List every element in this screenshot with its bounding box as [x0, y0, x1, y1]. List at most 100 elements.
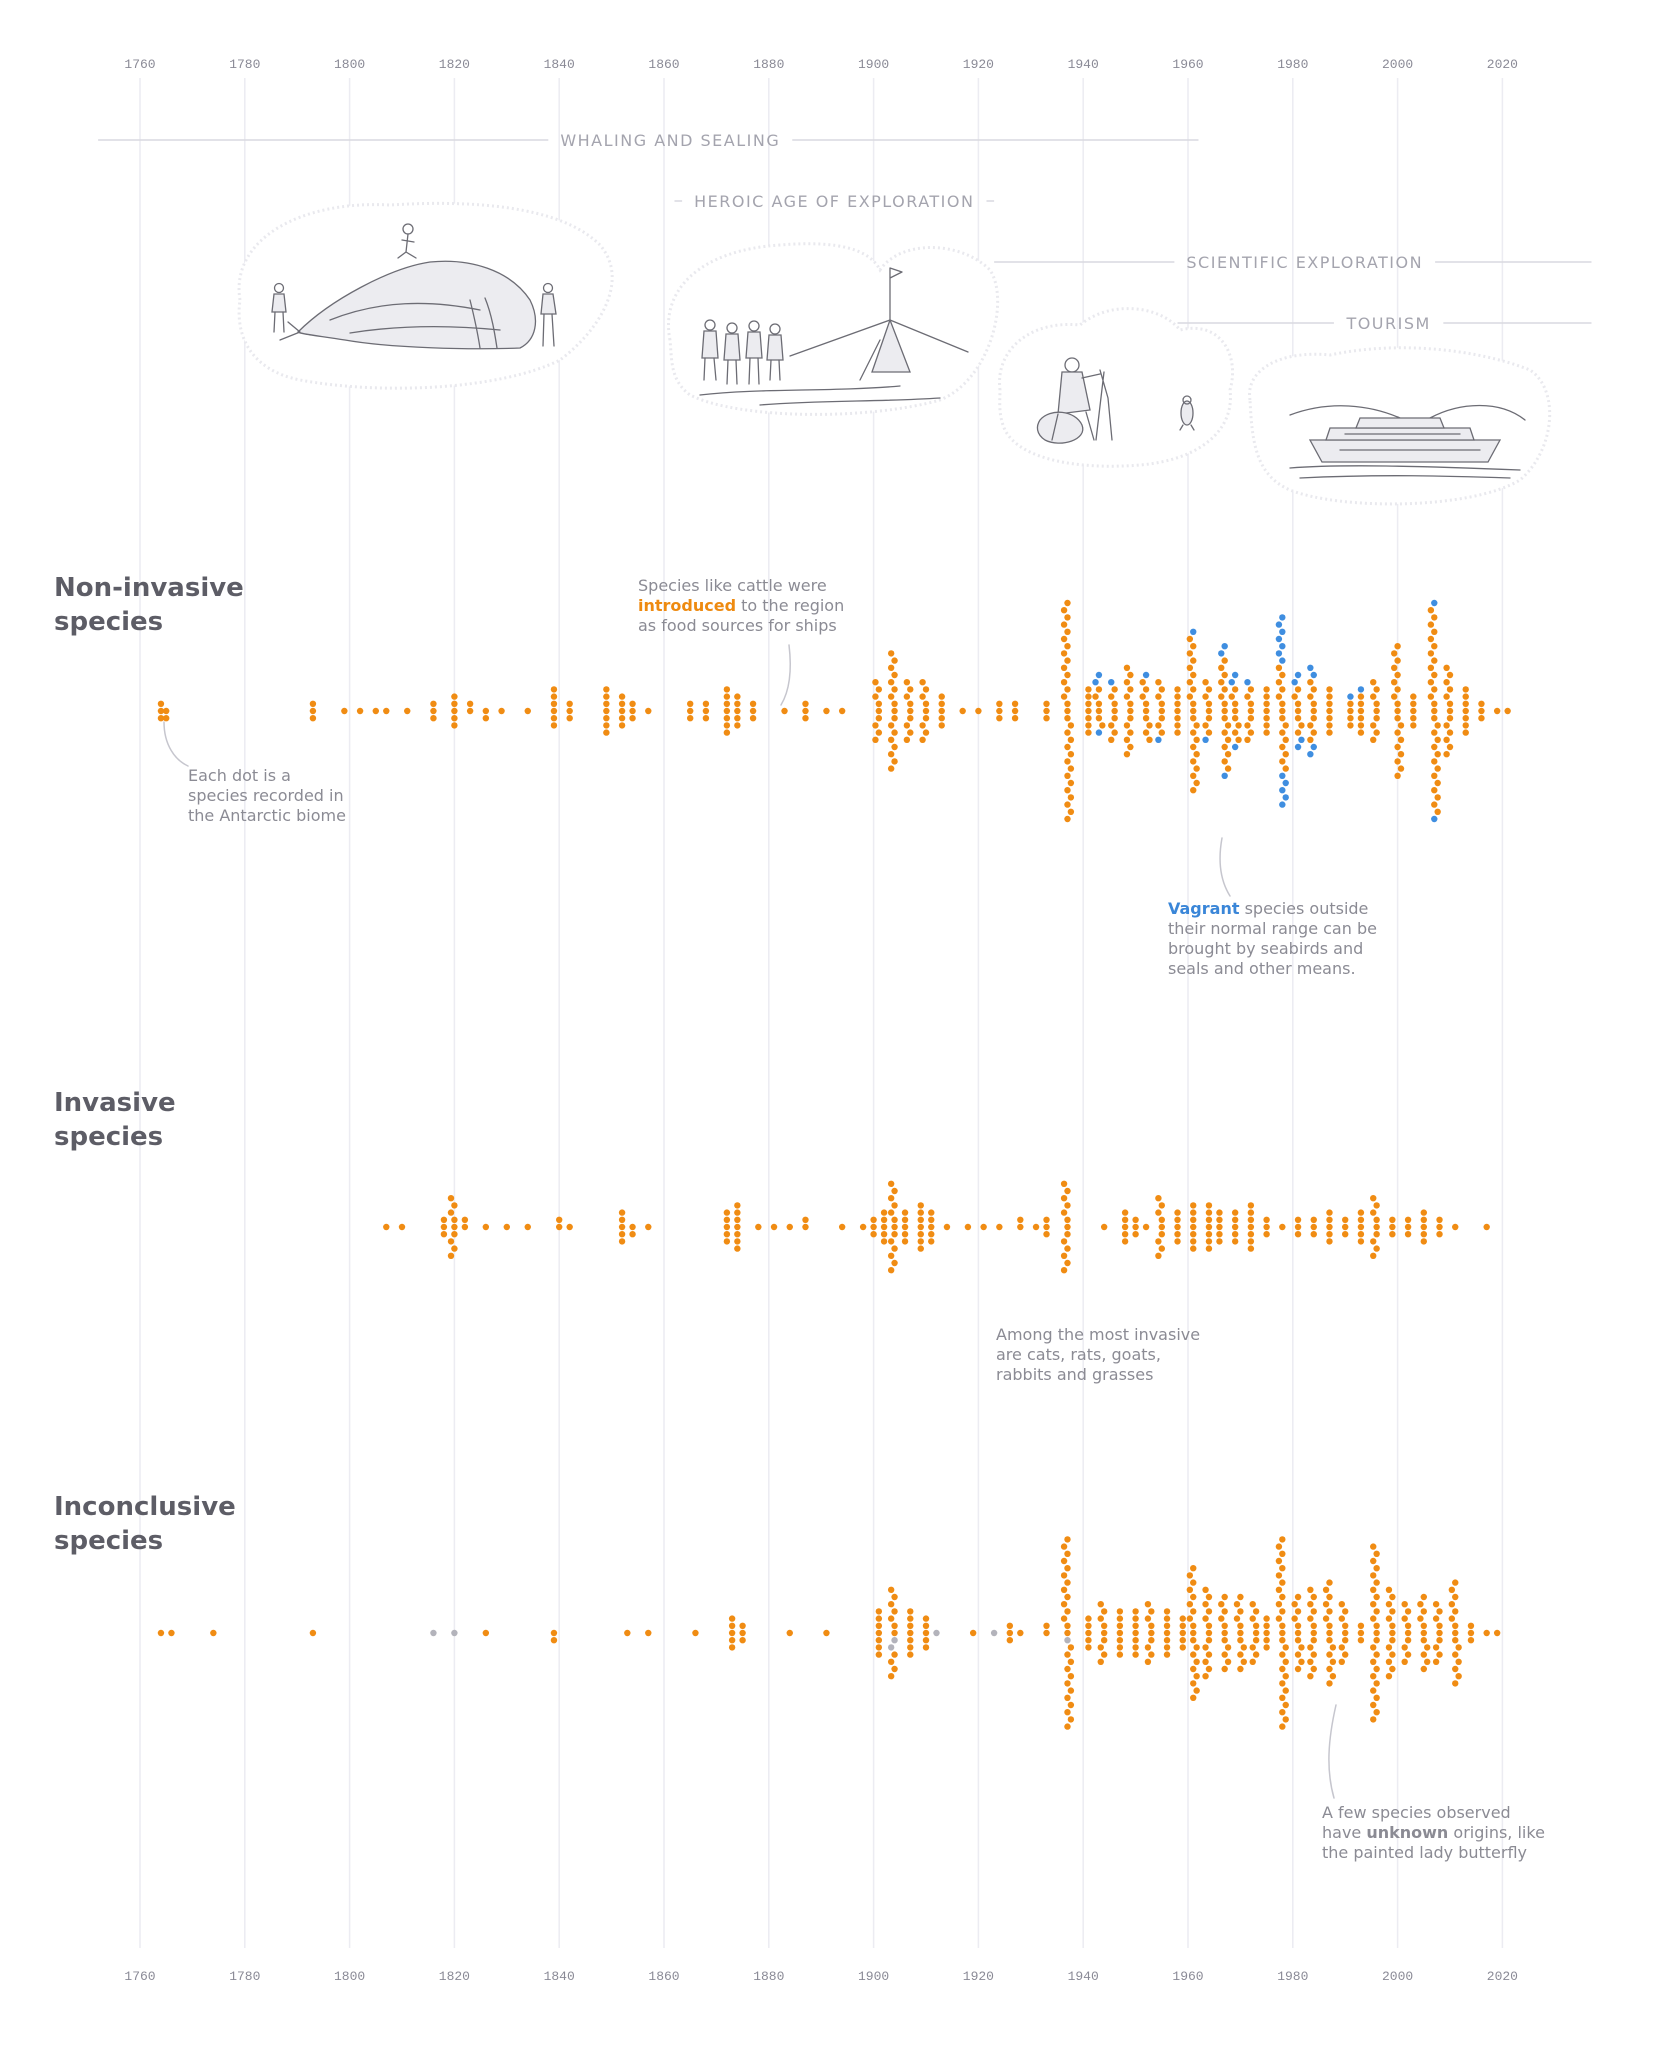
species-dot [1174, 1231, 1181, 1238]
species-dot [1221, 643, 1228, 650]
species-dot [1420, 1608, 1428, 1615]
species-dot [891, 1651, 898, 1658]
species-dot [1190, 729, 1197, 736]
top-tick-label: 1960 [1172, 57, 1203, 72]
species-dot [1404, 1231, 1412, 1238]
species-dot [1427, 679, 1435, 686]
species-dot [1100, 1622, 1108, 1630]
species-dot [1326, 1622, 1333, 1630]
species-dot [1158, 1202, 1166, 1209]
species-dot [1060, 1267, 1068, 1274]
species-dot [928, 1231, 935, 1238]
species-dot [1205, 1216, 1213, 1224]
species-dot [1294, 743, 1302, 751]
species-dot [1436, 1651, 1443, 1658]
species-dot [1420, 1231, 1428, 1238]
species-dot [645, 1629, 652, 1637]
species-dot [1205, 1223, 1213, 1231]
species-dot [1202, 722, 1209, 729]
species-dot [1326, 1209, 1333, 1216]
species-dot [1455, 1673, 1462, 1680]
species-dot [1275, 1615, 1283, 1622]
species-dot [1373, 707, 1380, 715]
species-dot [629, 700, 636, 707]
species-dot [1123, 664, 1131, 671]
species-dot [1389, 1593, 1396, 1601]
species-dot [1391, 650, 1398, 657]
species-dot [383, 707, 390, 715]
species-dot [1370, 1673, 1377, 1680]
species-dot [875, 729, 883, 736]
species-dot [875, 1637, 883, 1644]
species-dot [1275, 635, 1283, 643]
species-dot [891, 1665, 898, 1673]
species-dot [1108, 736, 1115, 743]
species-dot [1338, 1658, 1346, 1666]
species-dot [1179, 1629, 1186, 1637]
species-dot [728, 1644, 736, 1651]
species-dot [1394, 772, 1401, 779]
species-dot [1373, 1608, 1380, 1615]
species-dot [1385, 1658, 1393, 1666]
species-dot [1085, 1622, 1092, 1630]
species-dot [1237, 1608, 1244, 1615]
species-dot [996, 715, 1003, 722]
species-dot [1448, 1586, 1456, 1594]
species-dot [440, 1223, 448, 1231]
species-dot [938, 707, 945, 715]
species-dot [1190, 1209, 1197, 1216]
whaler-on-top-figure [397, 223, 417, 259]
species-dot [1373, 1550, 1380, 1558]
species-dot [566, 707, 573, 715]
species-dot [1174, 1238, 1181, 1245]
species-dot [1357, 693, 1365, 700]
species-dot [928, 1238, 935, 1245]
species-dot [734, 1223, 741, 1231]
species-dot [723, 700, 731, 707]
species-dot [917, 1245, 924, 1252]
species-dot [723, 693, 731, 700]
species-dot [1095, 707, 1103, 715]
species-dot [1123, 679, 1131, 686]
species-dot [482, 707, 490, 715]
species-dot [1263, 1629, 1270, 1637]
species-dot [1116, 1608, 1124, 1615]
species-dot [1373, 1637, 1380, 1644]
species-dot [1448, 1615, 1456, 1622]
species-dot [1100, 1608, 1108, 1615]
species-dot [447, 1238, 455, 1245]
species-dot [1237, 1665, 1244, 1673]
species-dot [901, 1209, 909, 1216]
species-dot [1357, 1238, 1365, 1245]
species-dot [1443, 679, 1450, 686]
species-dot [1342, 1629, 1349, 1637]
species-dot [734, 707, 741, 715]
species-dot [1493, 707, 1501, 715]
species-dot [1310, 671, 1317, 679]
species-dot [1111, 700, 1118, 707]
species-dot [1279, 743, 1286, 751]
species-dot [692, 1629, 699, 1637]
species-dot [163, 707, 170, 715]
species-dot [1282, 794, 1289, 801]
species-dot [566, 1223, 573, 1231]
species-dot [1326, 1223, 1333, 1231]
species-dot [1431, 715, 1438, 722]
species-dot [1431, 643, 1438, 650]
species-dot [1431, 614, 1438, 621]
species-dot [1326, 707, 1333, 715]
species-dot [996, 707, 1003, 715]
species-dot [1294, 1223, 1302, 1231]
species-dot [891, 1593, 898, 1601]
species-dot [1111, 707, 1118, 715]
species-dot [1342, 1637, 1349, 1644]
species-dot [1127, 686, 1134, 693]
section-title-non-invasive: Non-invasive species [54, 573, 253, 637]
species-dot [1190, 1238, 1197, 1245]
species-dot [1247, 715, 1255, 722]
species-dot [1432, 1644, 1440, 1651]
species-dot [723, 686, 731, 693]
species-dot [1247, 686, 1255, 693]
species-dot [1326, 722, 1333, 729]
species-dot [1252, 1622, 1260, 1630]
